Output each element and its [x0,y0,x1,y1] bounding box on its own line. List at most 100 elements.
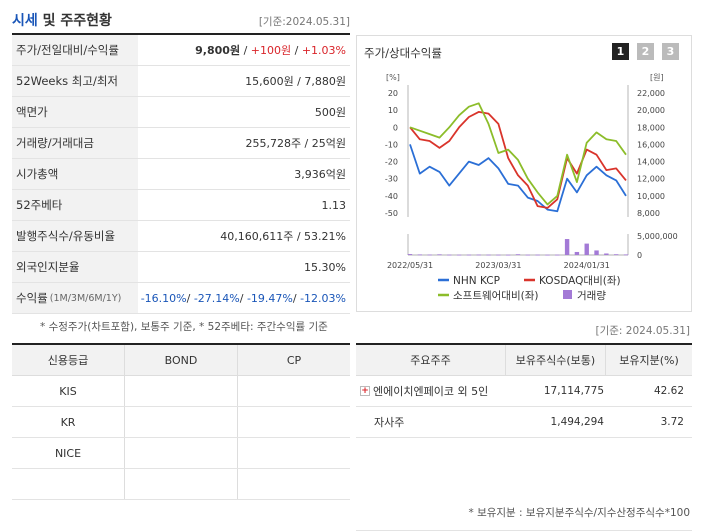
quote-value: 15,600원 / 7,880원 [138,73,350,89]
quote-row: 주가/전일대비/수익률 9,800원 / +100원 / +1.03% [12,35,350,66]
credit-header-cell: CP [286,353,302,367]
quote-label-text: 시가총액 [16,167,59,181]
quote-row: 52주베타 1.13 [12,190,350,221]
holder-name-cell: 자사주 [356,414,506,430]
credit-cell [125,469,238,499]
quote-row: 52Weeks 최고/최저 15,600원 / 7,880원 [12,66,350,97]
quote-label: 수익률 (1M/3M/6M/1Y) [12,283,138,313]
volume-bar [407,254,413,255]
quote-label: 시가총액 [12,159,138,189]
quote-label-text: 외국인지분율 [16,260,80,274]
y-right-tick: 14,000 [637,158,665,167]
quote-value-part: 255,728주 / 25억원 [245,137,346,150]
quote-label: 52Weeks 최고/최저 [12,66,138,96]
holders-note: * 보유지분 : 보유지분주식수/지수산정주식수*100 [468,507,690,519]
title-accent: 시세 [12,13,38,29]
credit-table-header: 신용등급 BOND CP [12,345,350,376]
series-line [409,144,627,213]
y-left-tick: 10 [388,106,398,115]
credit-cell [125,376,238,406]
volume-bar [447,254,452,256]
volume-bar [584,243,589,255]
quote-label: 외국인지분율 [12,252,138,282]
quote-value: 3,936억원 [138,166,350,182]
y-right-tick: 20,000 [637,106,665,115]
quote-label-note: (1M/3M/6M/1Y) [49,292,122,304]
credit-header-cell: 신용등급 [12,345,125,375]
quote-label-text: 주가/전일대비/수익률 [16,43,119,57]
quote-value-part: -16.10% [140,291,187,305]
quote-value-part: 15,600원 / 7,880원 [245,75,346,88]
y-right-tick: 12,000 [637,175,665,184]
quote-label-text: 발행주식수/유동비율 [16,229,116,243]
volume-bar [417,254,423,256]
expand-icon[interactable]: + [360,386,370,396]
quote-row: 거래량/거래대금 255,728주 / 25억원 [12,128,350,159]
y-left-tick: 20 [388,89,398,98]
y-right-tick: 16,000 [637,140,665,149]
legend-swatch [563,290,572,299]
series-line [409,111,627,209]
credit-table: 신용등급 BOND CP KIS KR NICE [12,345,350,500]
y-right-tick: 22,000 [637,89,665,98]
quote-row: 시가총액 3,936억원 [12,159,350,190]
holders-header-cell: 보유지분(%) [619,354,679,367]
quote-label-text: 거래량/거래대금 [16,136,94,150]
quote-value-part: / [291,44,302,57]
holder-name-cell: + 엔에이치엔페이코 외 5인 [356,383,506,399]
y-left-tick: -40 [385,192,398,201]
title-rest: 및 주주현황 [42,13,112,29]
x-tick-label: 2022/05/31 [387,261,433,270]
y-right-tick: 10,000 [637,192,665,201]
credit-table-row [12,469,350,500]
y-left-tick: -20 [385,158,398,167]
volume-bar [564,239,570,255]
volume-bar [486,254,491,256]
quote-row: 발행주식수/유동비율 40,160,611주 / 53.21% [12,221,350,252]
chart-page-1-button[interactable]: 1 [612,43,629,60]
quote-label-text: 52주베타 [16,198,63,212]
y-left-tick: -30 [385,175,398,184]
quote-value-part: -12.03% [300,291,346,305]
volume-bar [427,254,432,256]
quote-note: * 수정주가(차트포함), 보통주 기준, * 52주베타: 주간수익률 기준 [40,321,328,333]
quote-value-part: -19.47% [246,291,293,305]
volume-bar [623,254,629,256]
quote-label-text: 52Weeks 최고/최저 [16,74,118,88]
chart-svg: [%] [원] 20 10 0 -10 -20 -30 -40 -50 22,000 20,000 18… [385,73,678,302]
y-left-tick: 0 [393,123,398,132]
credit-header-cell: BOND [125,345,238,375]
chart-title: 주가/상대수익률 [364,46,442,60]
credit-table-divider [12,343,350,345]
quote-value-part: 9,800원 [195,44,241,57]
holder-pct: 42.62 [653,385,684,397]
credit-cell: KR [12,407,125,437]
x-tick-label: 2023/03/31 [475,261,521,270]
volume-bar [594,250,599,255]
quote-value-part: +1.03% [301,44,346,57]
volume-bar [525,254,531,256]
quote-value: -16.10%/ -27.14%/ -19.47%/ -12.03% [138,292,350,305]
quote-value-part: / [292,291,301,305]
volume-bar [604,253,609,255]
volume-tick: 5,000,000 [637,232,678,241]
holder-shares: 1,494,294 [550,416,604,428]
quote-value: 500원 [138,104,350,120]
quote-row: 수익률 (1M/3M/6M/1Y) -16.10%/ -27.14%/ -19.47… [12,283,350,314]
chart-page-3-button[interactable]: 3 [662,43,679,60]
volume-bar [456,254,462,256]
volume-bar [466,254,472,256]
credit-cell [12,469,125,499]
legend-label: 거래량 [577,290,606,302]
page-title: 시세 및 주주현황 [12,10,112,30]
volume-bar [496,254,501,256]
holders-table-row: 자사주 1,494,294 3.72 [356,407,692,438]
credit-table-row: KR [12,407,350,438]
quote-value: 9,800원 / +100원 / +1.03% [138,42,350,58]
chart-page-2-button[interactable]: 2 [637,43,654,60]
as-of-date: [기준:2024.05.31] [258,16,350,28]
holders-table-divider [356,343,692,345]
quote-value-part: / [240,44,251,57]
quote-value: 40,160,611주 / 53.21% [138,228,350,244]
holder-pct: 3.72 [660,416,684,428]
